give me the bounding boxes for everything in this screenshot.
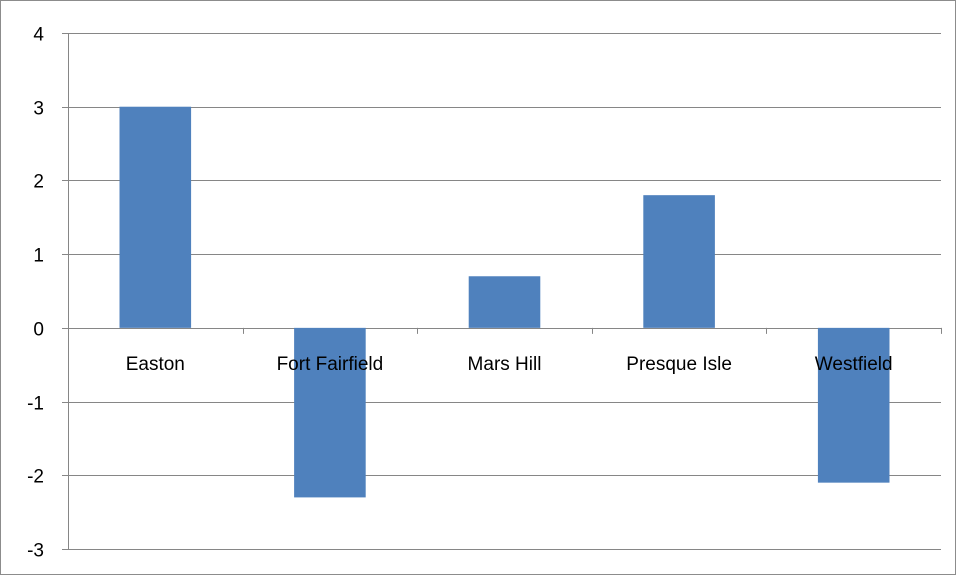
y-tick-label: -1 xyxy=(27,394,44,415)
gridlines xyxy=(68,33,941,550)
y-tick-label: 0 xyxy=(33,320,44,341)
y-tick-label: -3 xyxy=(27,541,44,562)
y-axis-tick-labels: 4 3 2 1 0 -1 -2 -3 xyxy=(27,25,44,562)
bar xyxy=(119,106,192,328)
axes xyxy=(62,33,942,550)
category-label: Presque Isle xyxy=(626,354,732,375)
x-axis-category-labels: Easton Fort Fairfield Mars Hill Presque Isl… xyxy=(126,354,893,375)
y-tick-label: 4 xyxy=(33,25,44,46)
y-tick-label: 1 xyxy=(33,246,44,267)
y-tick-label: -2 xyxy=(27,467,44,488)
bar xyxy=(643,195,715,328)
category-label: Westfield xyxy=(815,354,893,375)
y-tick-label: 2 xyxy=(33,172,44,193)
bar xyxy=(468,276,541,328)
category-label: Fort Fairfield xyxy=(277,354,384,375)
category-label: Mars Hill xyxy=(468,354,542,375)
y-tick-label: 3 xyxy=(33,99,44,120)
bar xyxy=(294,327,366,498)
category-label: Easton xyxy=(126,354,185,375)
bar-series xyxy=(119,106,890,498)
bar xyxy=(817,327,890,483)
